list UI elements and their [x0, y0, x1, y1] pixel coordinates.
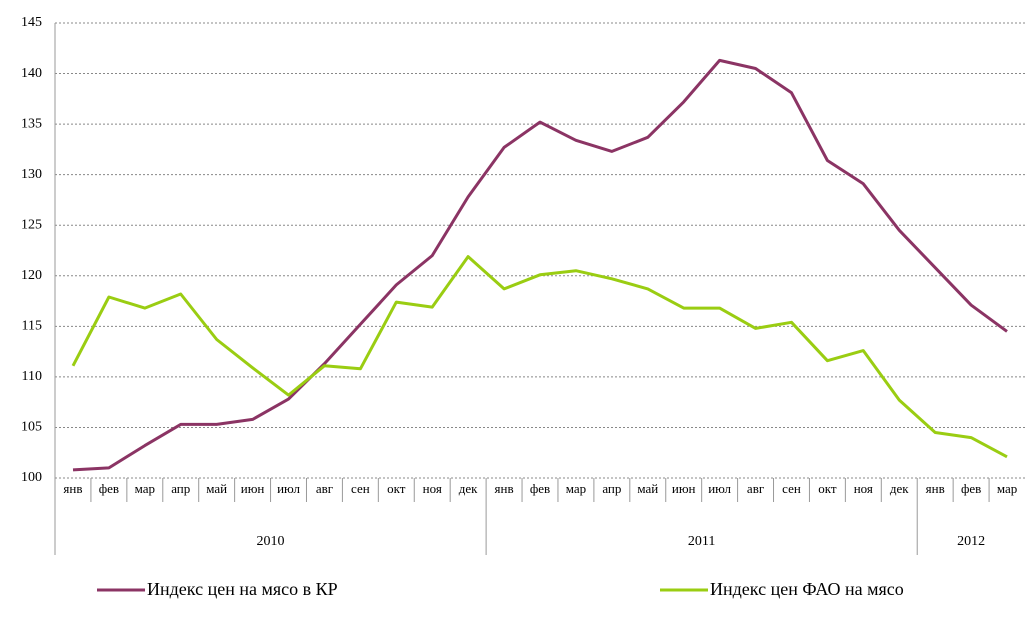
y-tick-label: 110: [22, 369, 42, 384]
x-tick-label: авг: [316, 481, 333, 496]
legend-label: Индекс цен на мясо в КР: [147, 579, 338, 599]
x-tick-label: окт: [387, 481, 406, 496]
x-tick-label: июл: [708, 481, 731, 496]
x-tick-label: янв: [63, 481, 82, 496]
x-tick-label: янв: [926, 481, 945, 496]
x-group-label: 2012: [957, 534, 985, 549]
x-tick-label: фев: [530, 481, 550, 496]
x-tick-label: фев: [961, 481, 981, 496]
y-tick-label: 105: [21, 420, 42, 435]
x-group-label: 2011: [688, 534, 715, 549]
x-tick-label: авг: [747, 481, 764, 496]
x-tick-label: янв: [495, 481, 514, 496]
x-tick-label: май: [206, 481, 227, 496]
y-tick-label: 135: [21, 116, 42, 131]
x-tick-label: сен: [351, 481, 370, 496]
x-tick-label: сен: [782, 481, 801, 496]
x-tick-label: дек: [890, 481, 909, 496]
x-tick-label: ноя: [854, 481, 873, 496]
x-tick-label: мар: [135, 481, 155, 496]
legend-label: Индекс цен ФАО на мясо: [710, 579, 904, 599]
y-tick-label: 145: [21, 15, 42, 30]
y-tick-label: 100: [21, 470, 42, 485]
x-tick-label: окт: [818, 481, 837, 496]
series-line: [71, 255, 1008, 459]
x-tick-label: июн: [672, 481, 696, 496]
x-tick-label: апр: [602, 481, 621, 496]
x-tick-label: мар: [566, 481, 586, 496]
x-tick-label: дек: [459, 481, 478, 496]
x-tick-label: фев: [99, 481, 119, 496]
y-tick-label: 120: [21, 268, 42, 283]
y-tick-label: 115: [22, 319, 42, 334]
x-group-label: 2010: [257, 534, 285, 549]
y-tick-label: 130: [21, 167, 42, 182]
x-tick-label: июл: [277, 481, 300, 496]
y-tick-label: 140: [21, 66, 42, 81]
y-tick-label: 125: [21, 217, 42, 232]
x-tick-label: апр: [171, 481, 190, 496]
series-line: [72, 58, 1008, 472]
x-tick-label: ноя: [423, 481, 442, 496]
x-tick-label: май: [637, 481, 658, 496]
x-tick-label: июн: [241, 481, 265, 496]
x-tick-label: мар: [997, 481, 1017, 496]
